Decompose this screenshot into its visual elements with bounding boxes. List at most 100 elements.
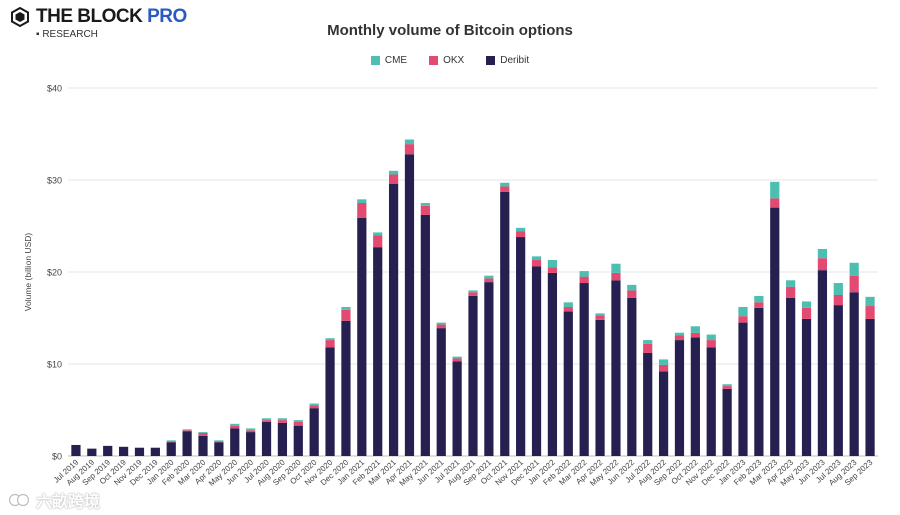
bar-okx xyxy=(500,186,510,192)
bar-cme xyxy=(341,306,351,310)
legend-swatch-deribit xyxy=(486,56,496,65)
bar-cme xyxy=(547,260,558,268)
legend-item-cme: CME xyxy=(370,55,408,66)
bar-deribit xyxy=(420,214,430,456)
bar-cme xyxy=(865,296,875,307)
bar-cme xyxy=(801,301,812,308)
bar-deribit xyxy=(246,432,256,456)
watermark-logo-icon xyxy=(8,493,30,507)
bar-deribit xyxy=(293,425,303,456)
bar-okx xyxy=(643,343,653,353)
bar-cme xyxy=(373,232,383,236)
bar-okx xyxy=(468,292,478,296)
bar-deribit xyxy=(643,352,653,456)
bar-cme xyxy=(674,332,685,336)
bar-deribit xyxy=(674,340,685,456)
bar-deribit xyxy=(706,347,716,456)
bar-cme xyxy=(722,384,732,387)
brand-subtitle-text: RESEARCH xyxy=(42,29,98,40)
bar-deribit xyxy=(595,319,605,456)
brand-name-accent: PRO xyxy=(147,6,187,27)
legend-label-okx: OKX xyxy=(443,55,465,66)
bar-okx xyxy=(357,203,367,218)
bar-cme xyxy=(786,280,796,287)
brand-subtitle: ▪ RESEARCH xyxy=(36,29,98,40)
bar-deribit xyxy=(500,191,510,456)
bar-deribit xyxy=(722,388,732,456)
bar-cme xyxy=(246,428,256,431)
bar-deribit xyxy=(611,280,621,456)
bar-deribit xyxy=(817,270,828,456)
y-tick-label: $0 xyxy=(52,452,62,462)
bar-cme xyxy=(833,283,843,295)
bar-okx xyxy=(865,306,875,319)
bar-cme xyxy=(706,334,716,341)
bar-okx xyxy=(770,198,780,208)
bar-okx xyxy=(817,258,828,271)
bar-cme xyxy=(643,340,653,344)
bar-okx xyxy=(579,276,589,284)
bar-cme xyxy=(357,199,367,203)
bar-deribit xyxy=(547,272,558,456)
bar-cme xyxy=(214,440,224,442)
bar-deribit xyxy=(309,408,319,456)
chart-title: Monthly volume of Bitcoin options xyxy=(327,22,573,39)
bar-okx xyxy=(230,425,240,429)
bar-cme xyxy=(658,359,669,365)
bar-cme xyxy=(388,170,399,175)
bar-deribit xyxy=(87,448,97,456)
bar-cme xyxy=(563,302,573,307)
bar-okx xyxy=(436,324,446,329)
y-tick-label: $30 xyxy=(47,176,62,186)
watermark: 六畝跨境 xyxy=(8,488,100,512)
bar-cme xyxy=(166,440,176,442)
legend-label-cme: CME xyxy=(384,55,408,66)
bar-okx xyxy=(658,364,669,372)
bar-cme xyxy=(468,290,478,293)
bar-deribit xyxy=(357,217,367,456)
bar-okx xyxy=(738,316,748,323)
bar-okx xyxy=(484,278,494,283)
bar-okx xyxy=(722,386,732,389)
bar-cme xyxy=(484,275,494,279)
bar-deribit xyxy=(71,444,81,456)
bar-cme xyxy=(579,271,589,277)
bar-deribit xyxy=(865,318,875,456)
bar-deribit xyxy=(531,266,542,456)
bar-okx xyxy=(833,295,843,306)
bar-cme xyxy=(182,429,192,431)
bar-okx xyxy=(516,231,526,238)
legend-swatch-okx xyxy=(429,56,439,65)
bar-deribit xyxy=(849,292,859,456)
bar-deribit xyxy=(166,442,176,456)
bar-cme xyxy=(452,356,462,359)
legend-item-deribit: Deribit xyxy=(486,55,529,66)
brand-name-main: THE BLOCK xyxy=(36,6,143,27)
bar-okx xyxy=(261,420,272,422)
bar-deribit xyxy=(754,307,764,456)
legend-label-deribit: Deribit xyxy=(500,55,530,66)
bar-deribit xyxy=(738,322,748,456)
bar-okx xyxy=(420,205,430,215)
bar-deribit xyxy=(579,283,589,456)
bar-deribit xyxy=(801,318,812,456)
bar-okx xyxy=(404,144,415,155)
bar-deribit xyxy=(627,297,637,456)
bar-deribit xyxy=(373,247,383,456)
bar-deribit xyxy=(134,447,145,456)
bar-okx xyxy=(706,340,716,348)
bar-cme xyxy=(325,338,335,341)
bar-deribit xyxy=(563,311,573,456)
bar-cme xyxy=(611,263,621,273)
bar-okx xyxy=(786,286,796,298)
bar-okx xyxy=(277,420,288,423)
bar-cme xyxy=(277,418,288,421)
bar-okx xyxy=(388,174,399,184)
bar-okx xyxy=(452,358,462,362)
bar-cme xyxy=(198,432,208,433)
bar-deribit xyxy=(150,447,160,456)
bar-deribit xyxy=(484,282,494,456)
bar-deribit xyxy=(182,431,192,456)
bar-cme xyxy=(690,326,700,333)
